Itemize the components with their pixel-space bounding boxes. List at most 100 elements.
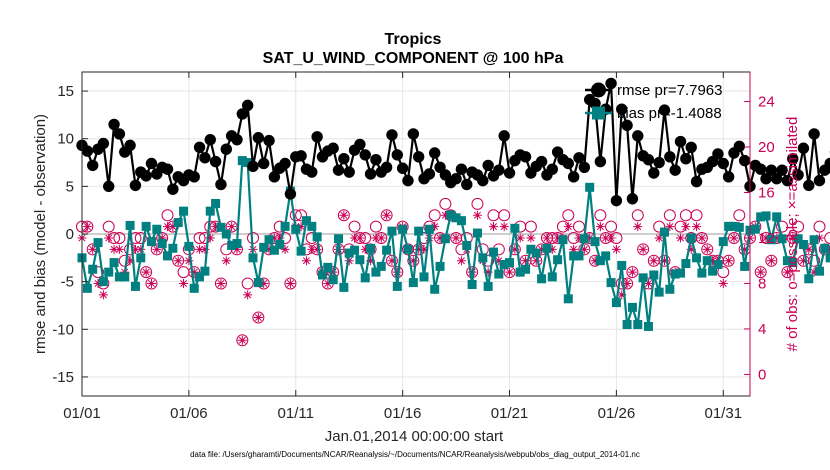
obs-assimilated-marker <box>211 222 221 232</box>
obs-assimilated-marker <box>692 222 702 232</box>
y-tick-label: 10 <box>57 131 74 148</box>
obs-assimilated-marker <box>157 233 167 243</box>
obs-possible-marker <box>252 311 265 324</box>
bias-point <box>109 258 119 268</box>
obs-assimilated-marker <box>280 244 290 254</box>
obs-possible-marker <box>765 254 778 267</box>
rmse-point <box>86 159 99 172</box>
rmse-point <box>103 180 115 193</box>
obs-assimilated-marker <box>269 233 279 243</box>
bias-point <box>403 244 413 254</box>
y2-tick-label: 20 <box>758 139 775 156</box>
bias-point <box>665 284 675 294</box>
bias-point <box>408 278 418 288</box>
rmse-series <box>76 77 830 207</box>
rmse-point <box>199 152 211 164</box>
y-tick-label: 0 <box>66 226 74 243</box>
obs-possible-marker <box>113 231 126 244</box>
obs-assimilated-marker <box>643 278 653 288</box>
bias-point <box>221 229 231 239</box>
bias-point <box>702 256 712 266</box>
rmse-point <box>722 171 735 183</box>
obs-assimilated-marker <box>376 233 386 243</box>
bias-point <box>472 228 482 238</box>
rmse-point <box>567 171 580 183</box>
obs-assimilated-marker <box>264 244 274 254</box>
y-tick-label: 15 <box>57 83 74 100</box>
bias-point <box>296 246 306 256</box>
bias-point <box>344 248 354 258</box>
rmse-point <box>263 134 275 147</box>
rmse-point <box>477 174 489 187</box>
obs-assimilated-marker <box>237 335 247 345</box>
y2-tick-label: 16 <box>758 185 775 202</box>
rmse-point <box>546 163 558 175</box>
bias-point <box>398 224 408 234</box>
obs-assimilated-marker <box>141 267 151 277</box>
rmse-point <box>754 163 767 175</box>
bias-point <box>317 270 327 280</box>
obs-possible-marker <box>214 277 227 290</box>
rmse-point <box>193 141 206 153</box>
obs-assimilated-marker <box>676 233 686 243</box>
bias-point <box>611 298 621 308</box>
bias-point <box>205 206 215 216</box>
bias-point <box>488 247 498 257</box>
bias-point <box>654 287 664 297</box>
bias-point <box>120 272 130 282</box>
rmse-point <box>787 153 799 165</box>
obs-assimilated-marker <box>253 313 263 323</box>
obs-possible-marker <box>193 231 206 244</box>
bias-point <box>88 264 98 274</box>
rmse-point <box>642 153 655 166</box>
bias-point <box>98 277 108 287</box>
bias-point <box>499 259 509 269</box>
bias-point <box>505 258 515 268</box>
obs-assimilated-marker <box>285 278 295 288</box>
bias-point <box>788 258 798 268</box>
obs-assimilated-marker <box>259 278 269 288</box>
obs-possible-marker <box>428 209 441 222</box>
obs-assimilated-marker <box>515 233 525 243</box>
obs-possible-marker <box>380 209 393 222</box>
bias-point <box>334 234 344 244</box>
rmse-point <box>359 149 371 161</box>
bias-point <box>809 235 819 245</box>
rmse-point <box>632 130 644 142</box>
obs-assimilated-marker <box>761 233 771 243</box>
bias-point <box>307 221 317 231</box>
rmse-point <box>327 142 339 154</box>
rmse-point <box>824 157 830 170</box>
x-tick-label: 01/16 <box>384 405 422 422</box>
bias-point <box>456 216 466 226</box>
obs-assimilated-marker <box>82 222 92 232</box>
obs-assimilated-marker <box>702 244 712 254</box>
obs-assimilated-marker <box>232 244 242 254</box>
bias-point <box>713 259 723 269</box>
bias-point <box>424 224 434 234</box>
bias-point <box>259 242 269 252</box>
bias-point <box>446 210 456 220</box>
rmse-point <box>167 183 179 195</box>
rmse-point <box>140 170 152 182</box>
rmse-point <box>664 151 676 163</box>
obs-possible-marker <box>140 266 153 279</box>
bias-point <box>125 220 135 230</box>
bias-point <box>537 274 547 284</box>
obs-possible-marker <box>241 277 254 290</box>
rmse-point <box>257 157 270 170</box>
rmse-point <box>658 104 671 116</box>
rmse-point <box>332 164 345 176</box>
obs-possible-marker <box>578 243 591 256</box>
bias-point <box>692 253 702 263</box>
rmse-point <box>108 118 120 131</box>
bias-point <box>574 251 584 261</box>
rmse-point <box>396 162 409 174</box>
obs-assimilated-marker <box>323 278 333 288</box>
bias-point <box>152 224 162 234</box>
y2-axis-label: # of obs: o=possible; ×=assimilated <box>784 117 801 352</box>
obs-possible-marker <box>722 254 735 267</box>
bias-point <box>804 274 814 284</box>
bias-point <box>136 253 146 263</box>
